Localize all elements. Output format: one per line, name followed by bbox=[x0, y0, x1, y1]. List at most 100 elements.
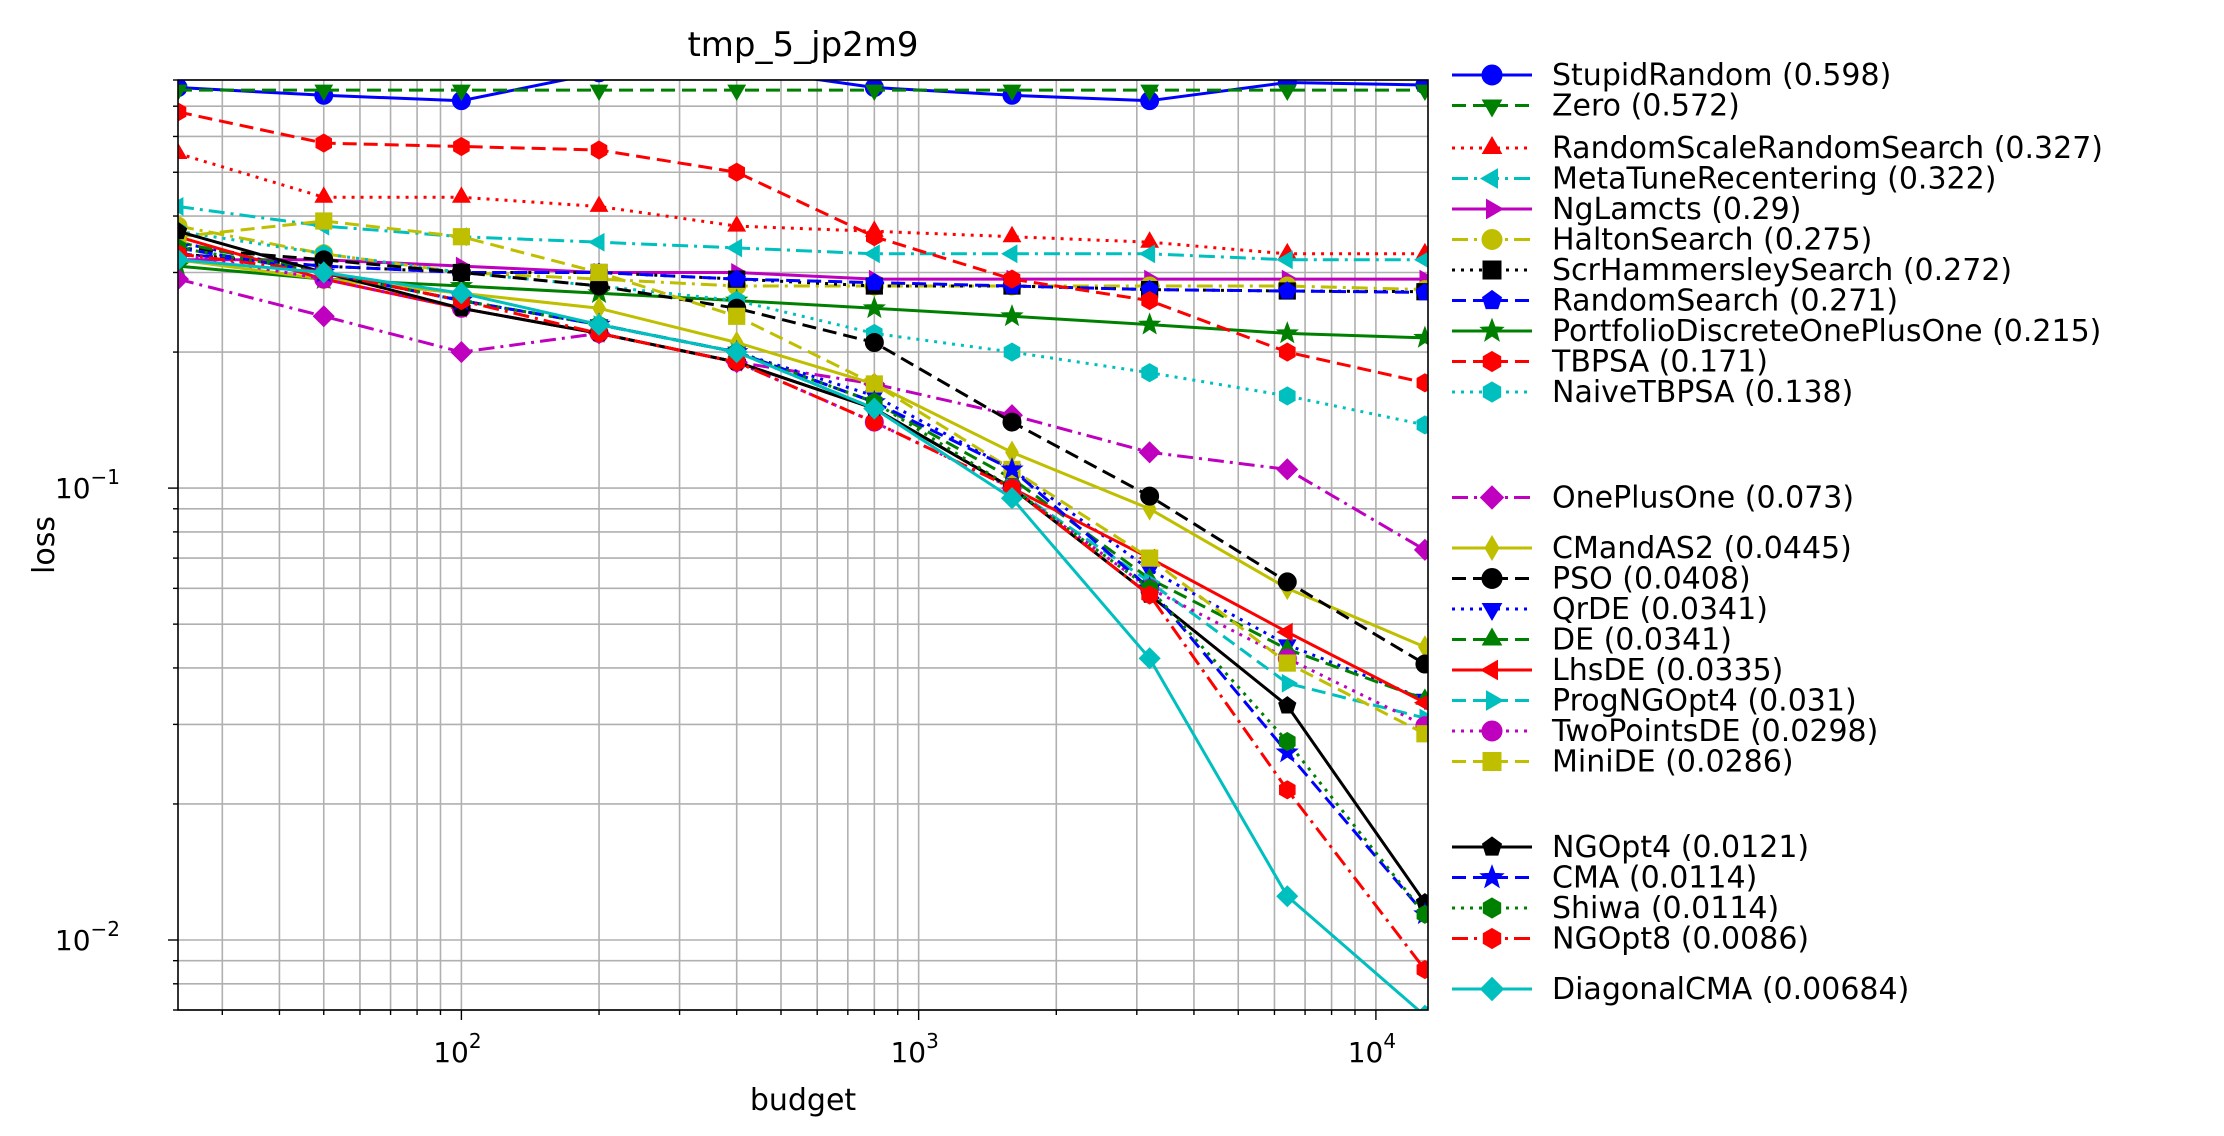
legend-entry: NgLamcts (0.29) bbox=[1452, 192, 1801, 227]
legend-entry: RandomScaleRandomSearch (0.327) bbox=[1452, 131, 2103, 166]
data-point bbox=[728, 162, 745, 182]
series-24 bbox=[178, 248, 1428, 1010]
data-point bbox=[587, 313, 611, 336]
data-point bbox=[864, 84, 884, 102]
plot-background bbox=[178, 80, 1428, 1010]
data-point bbox=[1416, 725, 1428, 743]
legend-marker bbox=[1486, 198, 1505, 220]
series-line bbox=[178, 240, 1426, 701]
data-point bbox=[1279, 386, 1296, 406]
data-point bbox=[1140, 231, 1160, 248]
y-axis-label: loss bbox=[27, 516, 62, 574]
data-point bbox=[588, 232, 605, 252]
y-tick-label-exponent: −2 bbox=[91, 917, 120, 941]
data-point bbox=[451, 84, 471, 102]
legend-marker bbox=[1482, 350, 1502, 373]
data-point bbox=[865, 375, 883, 393]
x-tick-label-exponent: 2 bbox=[469, 1029, 482, 1053]
legend-entry: ScrHammersleySearch (0.272) bbox=[1452, 253, 2012, 288]
legend-label: CMandAS2 (0.0445) bbox=[1552, 531, 1852, 566]
data-point bbox=[863, 244, 880, 264]
series-line bbox=[178, 229, 1427, 904]
legend-label: HaltonSearch (0.275) bbox=[1552, 223, 1872, 258]
legend-marker bbox=[1479, 168, 1498, 189]
legend-label: CMA (0.0114) bbox=[1552, 861, 1757, 896]
data-point bbox=[1277, 572, 1297, 592]
legend-entry: NGOpt4 (0.0121) bbox=[1452, 830, 1809, 865]
data-point bbox=[725, 238, 743, 258]
x-tick-label-exponent: 3 bbox=[926, 1029, 939, 1053]
legend-entry: DiagonalCMA (0.00684) bbox=[1452, 972, 1909, 1007]
legend-label: MetaTuneRecentering (0.322) bbox=[1552, 162, 1996, 197]
data-point bbox=[452, 228, 470, 246]
legend-marker bbox=[1482, 381, 1502, 403]
data-point bbox=[589, 84, 609, 102]
series-line bbox=[178, 219, 1426, 736]
legend-entry: Shiwa (0.0114) bbox=[1452, 891, 1779, 926]
legend-marker bbox=[1481, 135, 1503, 154]
data-point bbox=[1276, 250, 1293, 270]
data-point bbox=[1276, 458, 1299, 481]
legend-entry: DE (0.0341) bbox=[1452, 623, 1732, 658]
legend-entry: OnePlusOne (0.073) bbox=[1452, 481, 1854, 516]
data-point bbox=[1278, 654, 1296, 672]
legend-label: NGOpt8 (0.0086) bbox=[1552, 922, 1809, 957]
series-line bbox=[178, 252, 1426, 728]
x-tick-label-base: 10 bbox=[890, 1036, 926, 1069]
legend-entry: NGOpt8 (0.0086) bbox=[1452, 922, 1809, 957]
data-point bbox=[1416, 373, 1428, 393]
data-point bbox=[1138, 441, 1161, 464]
legend-label: NaiveTBPSA (0.138) bbox=[1552, 375, 1853, 410]
legend-label: PSO (0.0408) bbox=[1552, 562, 1751, 597]
legend-marker bbox=[1481, 836, 1503, 856]
x-axis-label: budget bbox=[750, 1083, 857, 1118]
data-point bbox=[1000, 457, 1024, 480]
data-point bbox=[1000, 304, 1024, 327]
legend-entry: Zero (0.572) bbox=[1452, 89, 1740, 124]
chart-title: tmp_5_jp2m9 bbox=[687, 25, 918, 65]
legend-marker bbox=[1482, 897, 1502, 919]
data-point bbox=[866, 412, 883, 432]
data-point bbox=[1140, 486, 1160, 506]
legend-marker bbox=[1481, 99, 1503, 118]
legend-label: DE (0.0341) bbox=[1552, 623, 1732, 658]
data-point bbox=[314, 84, 334, 102]
data-point bbox=[590, 140, 608, 160]
series-line bbox=[178, 229, 1426, 427]
data-point bbox=[1138, 244, 1156, 264]
legend-label: RandomSearch (0.271) bbox=[1552, 284, 1898, 319]
data-point bbox=[315, 133, 332, 153]
data-point bbox=[863, 397, 886, 420]
series-1 bbox=[178, 84, 1428, 102]
legend-marker bbox=[1481, 627, 1503, 646]
data-point bbox=[865, 272, 884, 291]
data-point bbox=[1281, 673, 1299, 693]
x-tick-label-exponent: 4 bbox=[1383, 1029, 1396, 1053]
y-tick-label-base: 10 bbox=[55, 472, 91, 505]
data-point bbox=[315, 212, 333, 230]
data-point bbox=[1001, 244, 1018, 264]
legend-marker bbox=[1482, 260, 1502, 280]
y-tick-label: 10−2 bbox=[55, 917, 120, 957]
grid-lines bbox=[178, 79, 1428, 1011]
legend-label: NGOpt4 (0.0121) bbox=[1552, 830, 1809, 865]
series-line bbox=[178, 205, 1425, 262]
series-9 bbox=[178, 102, 1428, 393]
legend-entry: LhsDE (0.0335) bbox=[1452, 653, 1783, 688]
legend-label: NgLamcts (0.29) bbox=[1552, 192, 1801, 227]
data-point bbox=[1279, 731, 1296, 752]
legend-label: Shiwa (0.0114) bbox=[1552, 891, 1779, 926]
legend-label: RandomScaleRandomSearch (0.327) bbox=[1552, 131, 2103, 166]
legend-entry: RandomSearch (0.271) bbox=[1452, 284, 1898, 319]
series-line bbox=[178, 110, 1426, 385]
data-point bbox=[1416, 960, 1428, 980]
legend-marker bbox=[1484, 535, 1500, 561]
legend-marker bbox=[1486, 690, 1505, 711]
legend-label: ScrHammersleySearch (0.272) bbox=[1552, 253, 2012, 288]
data-point bbox=[862, 296, 886, 319]
legend-label: DiagonalCMA (0.00684) bbox=[1552, 972, 1909, 1007]
data-point bbox=[1413, 694, 1428, 711]
data-point bbox=[1413, 251, 1428, 268]
data-point bbox=[589, 195, 609, 212]
